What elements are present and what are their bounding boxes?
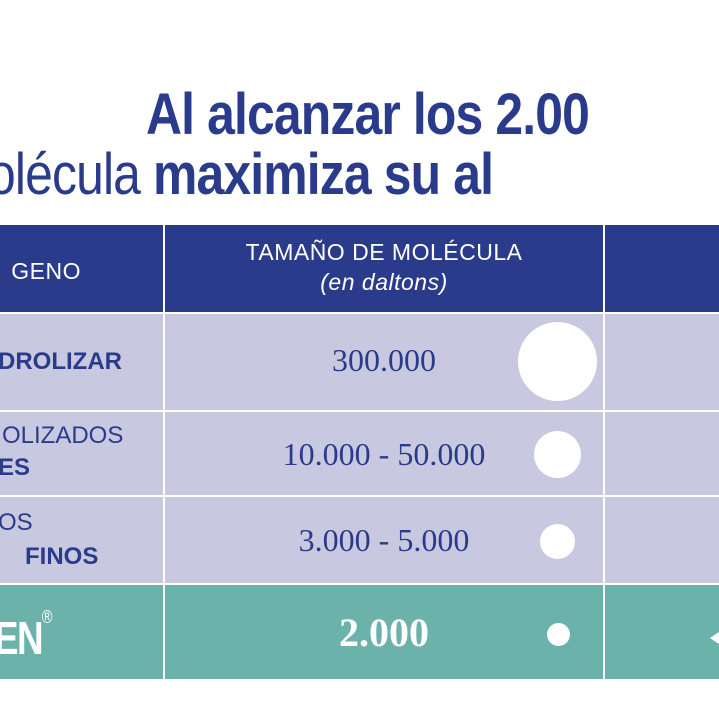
table-row: OLIZADOS ES 10.000 - 50.000 xyxy=(0,412,719,495)
row-size-cell: 3.000 - 5.000 xyxy=(165,497,603,583)
row-third-cell xyxy=(605,585,719,679)
headline-line-1: Al alcanzar los 2.00 xyxy=(146,82,590,147)
table-row-highlight: EN® 2.000 xyxy=(0,585,719,679)
row-label-line-1: OS xyxy=(0,509,33,536)
row-label-line-2: FINOS xyxy=(25,543,99,570)
row-label: DROLIZAR xyxy=(0,348,122,375)
row-label-cell: DROLIZAR xyxy=(0,314,163,410)
table-row: OS FINOS 3.000 - 5.000 xyxy=(0,497,719,583)
row-label-cell: OS FINOS xyxy=(0,497,163,583)
header-label-molecule-size: TAMAÑO DE MOLÉCULA xyxy=(245,239,523,265)
row-label-cell: OLIZADOS ES xyxy=(0,412,163,495)
header-cell-molecule-size: TAMAÑO DE MOLÉCULA (en daltons) xyxy=(165,225,603,312)
row-third-cell xyxy=(605,412,719,495)
arrow-left-icon xyxy=(710,630,719,646)
row-label-line-2: ES xyxy=(0,454,31,481)
header-cell-third xyxy=(605,225,719,312)
molecule-circle-icon xyxy=(534,431,581,478)
header-label-daltons: (en daltons) xyxy=(320,269,448,295)
row-size-value: 300.000 xyxy=(332,342,436,378)
header-label-collagen: GENO xyxy=(11,258,81,284)
headline-line-2-bold: maximiza su al xyxy=(153,142,494,207)
headline-line-2-regular: olécula xyxy=(0,142,154,207)
headline-line-2: olécula maximiza su al xyxy=(0,146,494,204)
row-size-value: 3.000 - 5.000 xyxy=(298,522,470,558)
row-third-cell xyxy=(605,497,719,583)
row-size-value: 2.000 xyxy=(339,610,429,655)
row-size-cell: 300.000 xyxy=(165,314,603,410)
row-label-line-1: OLIZADOS xyxy=(2,422,124,449)
table-row: DROLIZAR 300.000 xyxy=(0,314,719,410)
table-header-row: GENO TAMAÑO DE MOLÉCULA (en daltons) xyxy=(0,225,719,312)
molecule-circle-icon xyxy=(540,524,575,559)
brand-name: EN® xyxy=(0,607,53,664)
molecule-circle-icon xyxy=(518,322,597,401)
row-label-cell: EN® xyxy=(0,585,163,679)
row-third-cell xyxy=(605,314,719,410)
row-size-value: 10.000 - 50.000 xyxy=(282,436,486,472)
header-cell-collagen-type: GENO xyxy=(0,225,163,312)
row-size-cell: 10.000 - 50.000 xyxy=(165,412,603,495)
registered-mark: ® xyxy=(41,607,53,627)
molecule-circle-icon xyxy=(547,623,570,646)
row-size-cell: 2.000 xyxy=(165,585,603,679)
